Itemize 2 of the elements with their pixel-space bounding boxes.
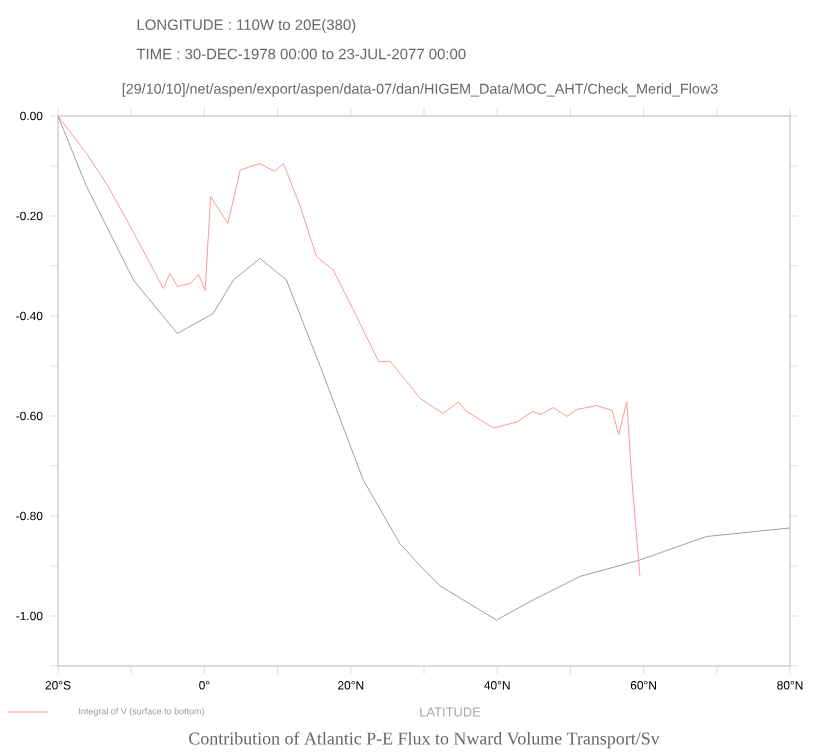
line-series: [57, 115, 641, 577]
text: Contribution of Atlantic P-E Flux to Nward Volume Transport/Sv: [189, 731, 660, 749]
